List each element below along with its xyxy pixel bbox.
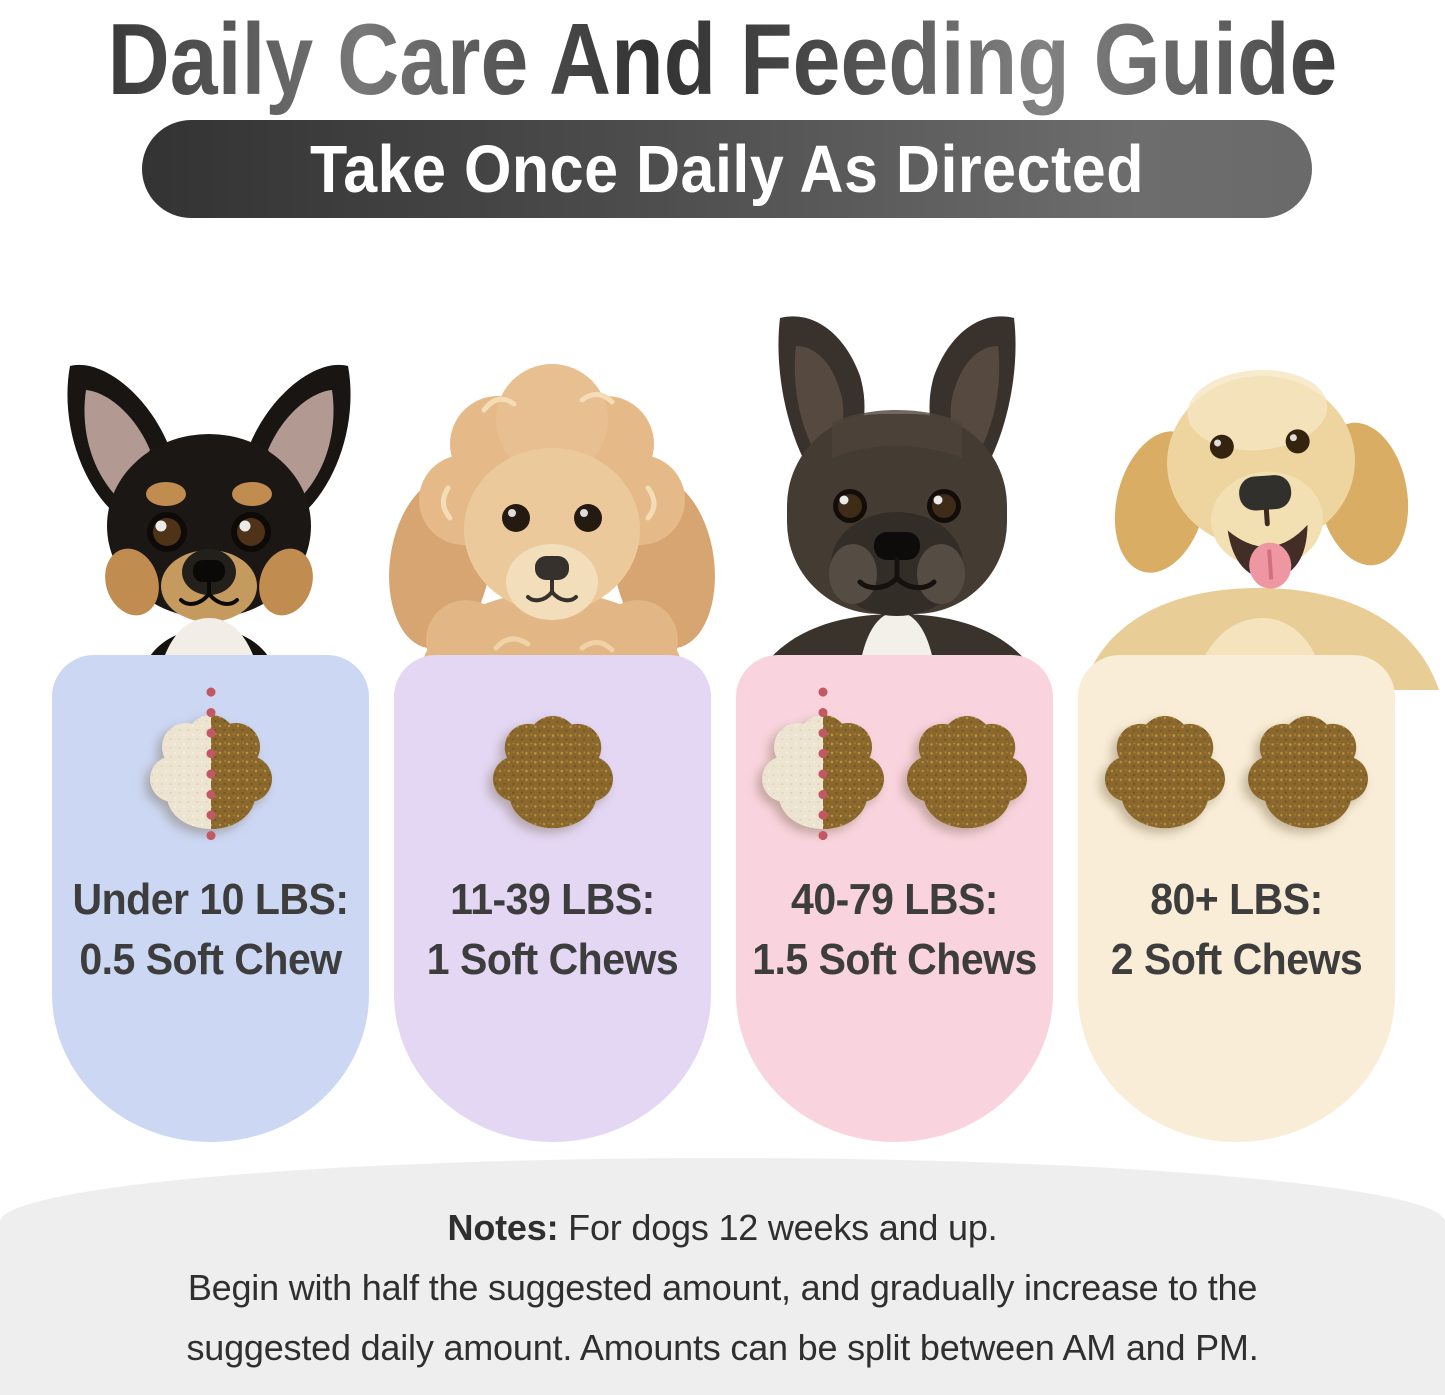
soft-chew-icon — [492, 715, 613, 828]
weight-range-label: 40-79 LBS: — [791, 874, 998, 924]
soft-chew-icon — [907, 715, 1027, 828]
dose-card-under-10-lbs: Under 10 LBS: 0.5 Soft Chew — [52, 655, 369, 1142]
dose-label: 0.5 Soft Chew — [79, 934, 342, 984]
chihuahua-icon — [48, 356, 370, 690]
soft-chew-icon — [1248, 715, 1368, 828]
weight-range-label: Under 10 LBS: — [72, 874, 350, 924]
weight-range-label: 11-39 LBS: — [450, 874, 655, 924]
chew-illustration-zone — [758, 685, 1031, 862]
page-title: Daily Care And Feeding Guide — [0, 2, 1445, 119]
chew-illustration-zone — [146, 685, 276, 862]
notes-label: Notes: — [447, 1207, 559, 1248]
half-soft-chew-icon — [762, 687, 884, 860]
golden-retriever-icon — [1073, 322, 1445, 690]
notes-line-2: Begin with half the suggested amount, an… — [187, 1267, 1258, 1308]
dose-label: 1.5 Soft Chews — [752, 934, 1037, 984]
dosage-banner-label: Take Once Daily As Directed — [310, 131, 1144, 207]
dose-card-40-79-lbs: 40-79 LBS: 1.5 Soft Chews — [736, 655, 1053, 1142]
french-bulldog-icon — [732, 306, 1062, 690]
weight-range-label: 80+ LBS: — [1150, 874, 1323, 924]
dose-card-11-39-lbs: 11-39 LBS: 1 Soft Chews — [394, 655, 711, 1142]
notes-line-1: Notes: For dogs 12 weeks and up. — [0, 1198, 1445, 1258]
chew-illustration-zone — [1101, 685, 1372, 862]
dose-card-80-plus-lbs: 80+ LBS: 2 Soft Chews — [1078, 655, 1395, 1142]
soft-chew-icon — [1105, 715, 1225, 828]
dose-label: 1 Soft Chews — [426, 934, 679, 984]
dose-label: 2 Soft Chews — [1110, 934, 1363, 984]
poodle-icon — [386, 348, 718, 692]
chew-illustration-zone — [489, 685, 617, 862]
dosage-banner: Take Once Daily As Directed — [142, 120, 1312, 218]
notes-line-3: suggested daily amount. Amounts can be s… — [186, 1327, 1259, 1368]
notes-section: Notes: For dogs 12 weeks and up. Begin w… — [0, 1158, 1445, 1395]
half-soft-chew-icon — [149, 687, 272, 860]
notes-text-1: For dogs 12 weeks and up. — [568, 1207, 998, 1248]
